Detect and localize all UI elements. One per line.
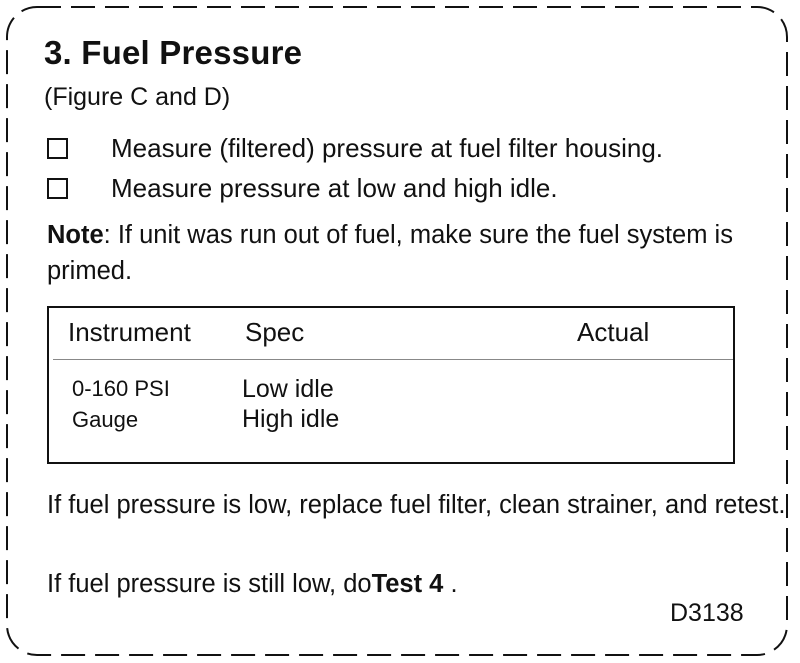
table-cell-spec: High idle	[242, 405, 340, 433]
table-header-spec: Spec	[245, 317, 305, 347]
low-pressure-instruction: If fuel pressure is low, replace fuel fi…	[47, 491, 786, 519]
checklist-item-label: Measure (filtered) pressure at fuel filt…	[111, 132, 664, 163]
table-cell-instrument: Gauge	[72, 407, 139, 432]
note-block: Note: If unit was run out of fuel, make …	[47, 217, 747, 289]
test-4-reference: Test 4	[371, 570, 444, 598]
checklist-item[interactable]: Measure pressure at low and high idle.	[47, 173, 558, 203]
table-cell-spec: Low idle	[242, 375, 334, 403]
figure-reference: (Figure C and D)	[44, 83, 231, 111]
checklist-item[interactable]: Measure (filtered) pressure at fuel filt…	[47, 133, 663, 163]
checkbox-measure-filtered-pressure[interactable]	[47, 137, 68, 159]
section-title: 3. Fuel Pressure	[44, 34, 303, 71]
table-cell-instrument: 0-160 PSI	[72, 376, 170, 401]
note-heading: Note	[47, 221, 104, 249]
still-low-instruction: If fuel pressure is still low, doTest 4 …	[47, 566, 458, 602]
table-header-actual: Actual	[577, 317, 650, 347]
table-header-instrument: Instrument	[68, 317, 191, 347]
spec-table: Instrument Spec Actual 0-160 PSI Low idl…	[47, 306, 735, 464]
still-low-suffix: .	[443, 570, 458, 598]
table-header-divider	[53, 359, 733, 360]
note-text: : If unit was run out of fuel, make sure…	[47, 221, 733, 285]
still-low-text: If fuel pressure is still low, do	[47, 570, 372, 598]
document-id: D3138	[670, 599, 744, 627]
checkbox-measure-idle-pressure[interactable]	[47, 177, 68, 199]
checklist-item-label: Measure pressure at low and high idle.	[111, 172, 558, 203]
